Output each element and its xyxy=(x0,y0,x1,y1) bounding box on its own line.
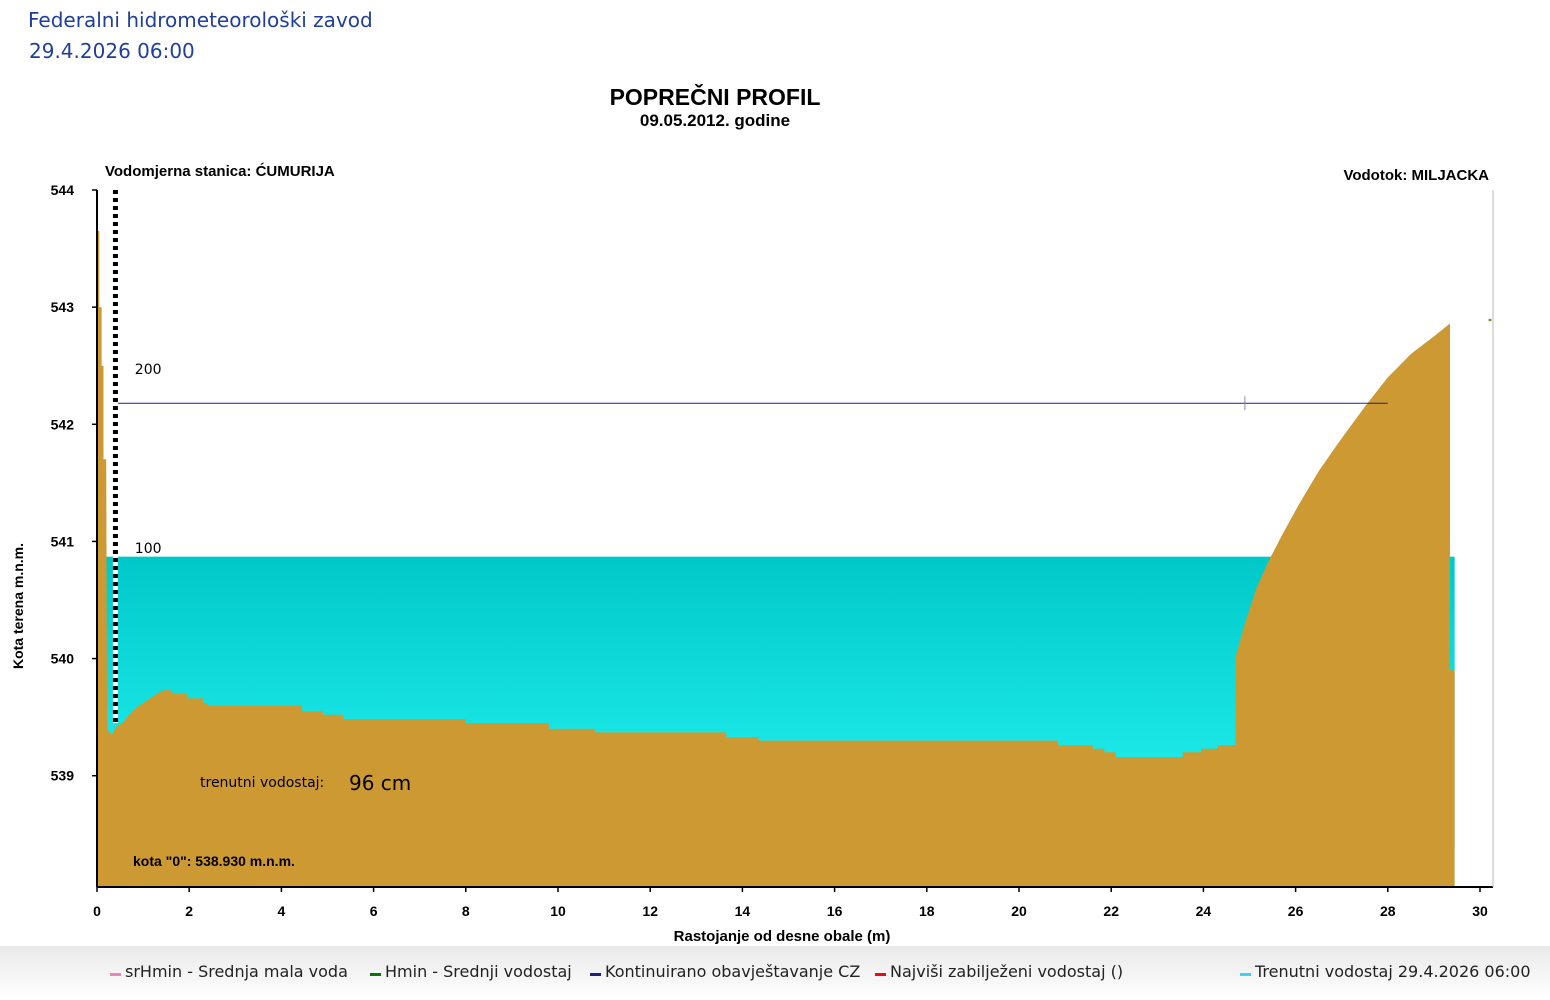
x-tick-label: 16 xyxy=(827,903,843,919)
legend-item-max: Najviši zabilježeni vodostaj () xyxy=(875,962,1123,981)
legend-bar xyxy=(0,946,1550,1000)
y-tick-label: 543 xyxy=(51,299,75,315)
x-tick-label: 10 xyxy=(550,903,566,919)
level-label: 200 xyxy=(135,362,162,378)
legend-label: Hmin - Srednji vodostaj xyxy=(385,962,572,981)
x-tick-label: 22 xyxy=(1103,903,1119,919)
chart-title: POPREČNI PROFIL xyxy=(609,84,821,110)
x-tick-label: 4 xyxy=(278,903,286,919)
y-tick-label: 544 xyxy=(51,182,75,198)
x-tick-label: 18 xyxy=(919,903,935,919)
river-label: Vodotok: MILJACKA xyxy=(1343,167,1489,184)
x-axis-label: Rastojanje od desne obale (m) xyxy=(674,928,891,945)
x-tick-label: 8 xyxy=(462,903,470,919)
y-tick-label: 540 xyxy=(51,651,75,667)
right-margin-band xyxy=(1456,318,1491,887)
terrain-profile xyxy=(97,231,1455,887)
legend-item-current: Trenutni vodostaj 29.4.2026 06:00 xyxy=(1240,962,1531,981)
x-tick-label: 30 xyxy=(1472,903,1488,919)
x-tick-label: 2 xyxy=(185,903,193,919)
legend-swatch xyxy=(370,973,381,976)
x-tick-label: 12 xyxy=(642,903,658,919)
x-tick-label: 14 xyxy=(735,903,751,919)
y-tick-label: 539 xyxy=(51,768,75,784)
timestamp: 29.4.2026 06:00 xyxy=(29,39,195,63)
chart-subtitle: 09.05.2012. godine xyxy=(639,111,791,130)
level-label: 100 xyxy=(135,541,162,557)
x-tick-label: 20 xyxy=(1011,903,1027,919)
current-level-value: 96 cm xyxy=(349,771,411,795)
legend-item-srhmin: srHmin - Srednja mala voda xyxy=(110,962,348,981)
legend-swatch xyxy=(875,973,886,976)
x-tick-label: 0 xyxy=(93,903,101,919)
y-tick-label: 542 xyxy=(51,416,75,432)
station-label: Vodomjerna stanica: ĆUMURIJA xyxy=(105,162,335,180)
legend-item-hmin: Hmin - Srednji vodostaj xyxy=(370,962,572,981)
legend-swatch xyxy=(1240,973,1251,976)
legend-label: Trenutni vodostaj 29.4.2026 06:00 xyxy=(1255,962,1531,981)
agency-name: Federalni hidrometeorološki zavod xyxy=(28,8,373,32)
y-axis-label: Kota terena m.n.m. xyxy=(10,543,26,669)
y-tick-label: 541 xyxy=(51,533,75,549)
x-tick-label: 24 xyxy=(1196,903,1212,919)
current-level-label: trenutni vodostaj: xyxy=(200,775,324,791)
x-tick-label: 26 xyxy=(1288,903,1304,919)
legend-swatch xyxy=(110,973,121,976)
legend-label: Najviši zabilježeni vodostaj () xyxy=(890,962,1124,981)
x-tick-label: 28 xyxy=(1380,903,1396,919)
legend-swatch xyxy=(590,973,601,976)
legend-label: srHmin - Srednja mala voda xyxy=(125,962,348,981)
legend-item-notification: Kontinuirano obavještavanje CZ xyxy=(590,962,860,981)
legend-label: Kontinuirano obavještavanje CZ xyxy=(605,962,861,981)
x-tick-label: 6 xyxy=(370,903,378,919)
zero-level-label: kota "0": 538.930 m.n.m. xyxy=(133,853,295,869)
